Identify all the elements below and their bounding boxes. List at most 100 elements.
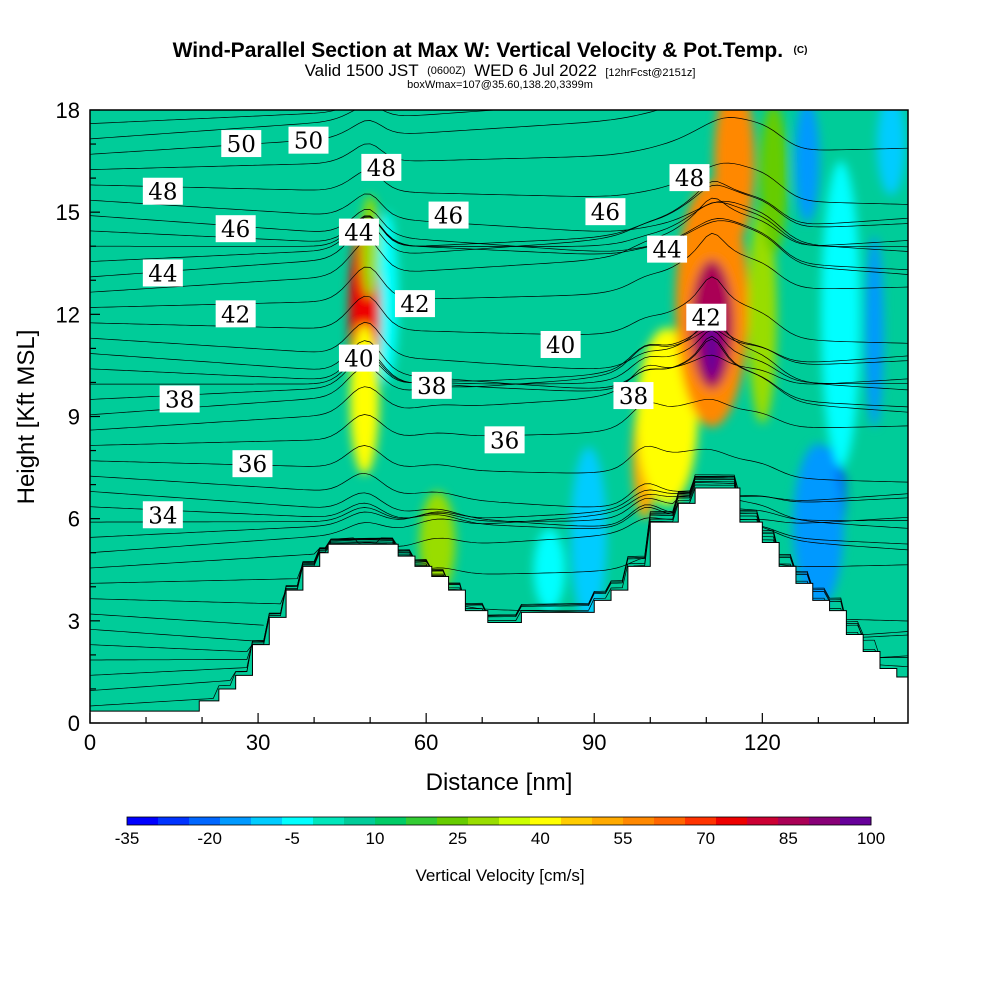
isentrope-line xyxy=(90,491,908,551)
colorbar-label: Vertical Velocity [cm/s] xyxy=(415,866,584,885)
isentrope-label: 40 xyxy=(338,344,379,373)
isentrope-line xyxy=(90,616,281,653)
isentrope-label-text: 44 xyxy=(652,238,681,264)
forecast-info: [12hrFcst@2151z] xyxy=(605,67,695,79)
isentrope-label: 48 xyxy=(142,177,183,206)
isentrope-line xyxy=(90,354,908,431)
valid-utc: (0600Z) xyxy=(427,65,466,77)
colorbar-tick-label: 10 xyxy=(366,829,385,848)
isentrope-line xyxy=(90,481,908,584)
colorbar-tick-label: -20 xyxy=(197,829,222,848)
isentrope-line xyxy=(90,117,908,170)
isentrope-label: 50 xyxy=(288,126,329,155)
chart-title-suffix: (C) xyxy=(794,45,808,56)
isentrope-line xyxy=(90,338,908,408)
colorbar-tick-label: 25 xyxy=(448,829,467,848)
isentrope-label: 46 xyxy=(215,215,256,243)
colorbar-frame xyxy=(126,816,872,826)
colorbar-swatch xyxy=(530,817,562,825)
isentrope-line xyxy=(90,184,908,262)
isentrope-label: 38 xyxy=(613,382,654,410)
colorbar-tick-label: 100 xyxy=(857,829,885,848)
chart-title: Wind-Parallel Section at Max W: Vertical… xyxy=(173,39,808,62)
isentrope-label: 38 xyxy=(159,385,200,413)
downdraft-cell xyxy=(793,443,844,608)
colorbar: -35 -20 -5 10 25 40 55 70 85 100 xyxy=(115,816,885,848)
isentrope-label: 48 xyxy=(361,153,402,182)
isentrope-label: 42 xyxy=(394,290,435,318)
isentrope-label-box xyxy=(215,215,256,243)
colorbar-swatch xyxy=(840,817,872,825)
isentrope-label-text: 48 xyxy=(148,180,177,206)
isentrope-label-box xyxy=(484,426,525,454)
isentrope-line xyxy=(90,613,908,668)
isentrope-label-box xyxy=(142,501,183,529)
isentrope-label: 40 xyxy=(540,330,581,359)
isentrope-label-box xyxy=(232,450,273,478)
x-axis: 0 30 60 90 120 xyxy=(84,713,875,755)
isentrope-line xyxy=(90,110,500,140)
isentrope-label-text: 36 xyxy=(238,452,267,478)
isentrope-line xyxy=(90,201,908,248)
isentrope-label-box xyxy=(159,385,200,413)
isentrope-label: 42 xyxy=(686,303,727,332)
isentrope-line xyxy=(90,472,908,529)
y-tick-label: 0 xyxy=(68,711,80,736)
isentrope-label-box xyxy=(361,153,402,181)
isentrope-label-text: 36 xyxy=(490,428,519,454)
isentrope-label-box xyxy=(647,235,688,263)
colorbar-swatch xyxy=(685,817,717,825)
isentrope-line xyxy=(90,321,908,400)
x-tick-label: 90 xyxy=(582,730,606,755)
isentrope-label-box xyxy=(686,303,727,331)
isentrope-label-box xyxy=(215,300,256,328)
chart-subtitle: Valid 1500 JST (0600Z) WED 6 Jul 2022 [1… xyxy=(305,61,696,80)
y-tick-label: 3 xyxy=(68,609,80,634)
terrain xyxy=(90,487,908,723)
x-tick-label: 60 xyxy=(414,730,438,755)
isentrope-labels: 34 36 36 38 38 38 40 40 42 42 42 44 44 44 46 46 46 48 48 48… xyxy=(142,126,727,529)
isentrope-label-box xyxy=(428,201,469,229)
isentrope-label: 44 xyxy=(142,259,183,287)
colorbar-swatch xyxy=(127,817,159,825)
isentrope-label: 44 xyxy=(338,218,379,247)
isentrope-label-box xyxy=(411,371,452,399)
plot-area: 34 36 36 38 38 38 40 40 42 42 42 44 44 44 46 46 46 48 48 48… xyxy=(90,110,908,723)
colorbar-swatch xyxy=(158,817,190,825)
isentrope-label-box xyxy=(288,126,329,154)
isentrope-line xyxy=(90,335,908,413)
isentrope-label-box xyxy=(613,382,654,410)
isentrope-label-text: 40 xyxy=(546,333,575,359)
colorbar-tick-label: 70 xyxy=(696,829,715,848)
colorbar-swatch xyxy=(623,817,655,825)
isentrope-label-text: 42 xyxy=(400,292,429,318)
isentrope-label: 50 xyxy=(221,130,262,158)
y-tick-label: 12 xyxy=(56,302,80,327)
isentrope-label-box xyxy=(394,290,435,318)
isentrope-label-text: 42 xyxy=(692,306,721,332)
isentrope-label-box xyxy=(585,198,626,226)
colorbar-swatch xyxy=(561,817,593,825)
colorbar-swatch xyxy=(437,817,469,825)
isentrope-line xyxy=(90,110,338,124)
colorbar-swatch xyxy=(282,817,314,825)
colorbar-swatch xyxy=(747,817,779,825)
colorbar-tick-label: -35 xyxy=(115,829,140,848)
colorbar-swatch xyxy=(654,817,686,825)
colorbar-swatch xyxy=(809,817,841,825)
downdraft-cell xyxy=(794,110,820,223)
colorbar-swatch xyxy=(313,817,345,825)
box-info: boxWmax=107@35.60,138.20,3399m xyxy=(407,79,593,91)
valid-time: Valid 1500 JST xyxy=(305,61,419,80)
y-axis-label: Height [Kft MSL] xyxy=(13,330,40,505)
isentrope-label: 36 xyxy=(484,426,525,454)
y-tick-label: 15 xyxy=(56,200,80,225)
isentrope-label: 46 xyxy=(428,201,469,230)
isentrope-label-text: 46 xyxy=(221,217,250,243)
colorbar-swatch xyxy=(406,817,438,825)
y-tick-label: 9 xyxy=(68,405,80,430)
valid-date: WED 6 Jul 2022 xyxy=(474,61,597,80)
x-tick-label: 0 xyxy=(84,730,96,755)
y-tick-label: 18 xyxy=(56,98,80,123)
